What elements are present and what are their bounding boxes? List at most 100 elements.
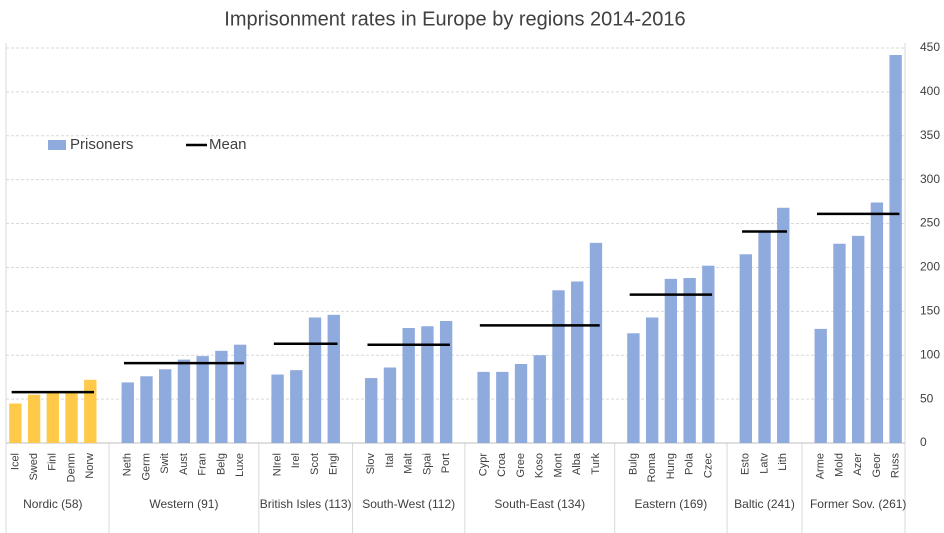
bar bbox=[571, 281, 584, 443]
group-label: South-East (134) bbox=[494, 497, 586, 511]
bar bbox=[833, 243, 846, 443]
x-tick-label: Geor bbox=[871, 453, 883, 478]
y-tick-label: 450 bbox=[920, 40, 940, 54]
bar bbox=[177, 359, 191, 443]
x-tick-label: Fran bbox=[197, 453, 209, 476]
bar bbox=[46, 392, 60, 443]
bar bbox=[365, 378, 378, 443]
bar bbox=[851, 235, 865, 443]
legend-label: Prisoners bbox=[70, 136, 133, 153]
group-label: South-West (112) bbox=[362, 497, 456, 511]
x-tick-label: Mold bbox=[833, 453, 845, 477]
x-tick-label: Mont bbox=[552, 453, 564, 477]
bar bbox=[402, 328, 415, 443]
bar bbox=[308, 317, 322, 443]
x-tick-label: Roma bbox=[646, 452, 658, 482]
x-tick-label: Bulg bbox=[627, 453, 639, 475]
bar bbox=[27, 394, 41, 443]
x-tick-label: Irel bbox=[290, 453, 302, 468]
bar bbox=[383, 367, 397, 443]
x-tick-label: Luxe bbox=[234, 453, 246, 477]
x-tick-label: Spai bbox=[421, 453, 433, 475]
group-label: Nordic (58) bbox=[23, 497, 83, 511]
x-tick-label: Azer bbox=[852, 453, 864, 476]
group-label: Former Sov. (261) bbox=[809, 497, 907, 511]
x-tick-label: Ital bbox=[384, 453, 396, 468]
x-tick-label: Malt bbox=[403, 453, 415, 474]
y-tick-label: 150 bbox=[920, 304, 940, 318]
bar bbox=[140, 376, 153, 443]
x-tick-label: Koso bbox=[534, 453, 546, 478]
x-tick-label: Alba bbox=[571, 452, 583, 475]
bar bbox=[552, 290, 565, 443]
bar bbox=[121, 382, 134, 443]
bar bbox=[814, 328, 827, 443]
x-tick-label: Icel bbox=[9, 453, 21, 470]
bar bbox=[777, 207, 790, 443]
y-tick-label: 300 bbox=[920, 172, 940, 186]
x-tick-label: Gree bbox=[515, 453, 527, 477]
x-tick-label: Engl bbox=[328, 453, 340, 475]
bar bbox=[739, 254, 752, 443]
x-tick-label: Finl bbox=[47, 453, 59, 471]
y-tick-label: 200 bbox=[920, 260, 940, 274]
bar bbox=[683, 277, 696, 443]
group-label: Baltic (241) bbox=[734, 497, 795, 511]
group-label: Eastern (169) bbox=[634, 497, 708, 511]
x-tick-label: Slov bbox=[365, 453, 377, 475]
bar bbox=[84, 379, 97, 443]
bar bbox=[439, 320, 453, 443]
x-tick-label: Lith bbox=[777, 453, 789, 471]
x-tick-label: Port bbox=[440, 453, 452, 473]
bar bbox=[664, 278, 678, 443]
bar bbox=[889, 55, 902, 444]
y-tick-label: 400 bbox=[920, 84, 940, 98]
group-label: British Isles (113) bbox=[259, 497, 352, 511]
bar bbox=[290, 370, 303, 443]
x-tick-label: Turk bbox=[590, 453, 602, 475]
bar bbox=[496, 371, 509, 443]
chart-title: Imprisonment rates in Europe by regions … bbox=[224, 8, 685, 30]
bar bbox=[233, 344, 247, 443]
x-tick-label: Scot bbox=[309, 453, 321, 475]
bar bbox=[533, 355, 546, 443]
bar bbox=[870, 202, 884, 443]
x-tick-label: Swit bbox=[159, 453, 171, 474]
x-tick-label: Latv bbox=[758, 453, 770, 474]
bar bbox=[589, 242, 603, 443]
x-tick-label: Hung bbox=[665, 453, 677, 479]
bar bbox=[159, 369, 172, 443]
x-tick-label: Swed bbox=[28, 453, 40, 481]
legend-swatch bbox=[48, 140, 66, 150]
bar bbox=[215, 350, 228, 443]
bar bbox=[421, 326, 434, 443]
y-tick-label: 100 bbox=[920, 347, 940, 361]
x-tick-label: NIrel bbox=[271, 453, 283, 476]
bar bbox=[271, 374, 284, 443]
x-tick-label: Aust bbox=[178, 453, 190, 475]
x-tick-label: Cypr bbox=[478, 453, 490, 477]
bar bbox=[477, 371, 490, 443]
x-tick-label: Belg bbox=[215, 453, 227, 475]
x-tick-label: Czec bbox=[702, 453, 714, 479]
bar bbox=[196, 356, 209, 443]
x-tick-label: Pola bbox=[684, 452, 696, 475]
x-tick-label: Croa bbox=[496, 452, 508, 477]
x-tick-label: Neth bbox=[122, 453, 134, 476]
bar bbox=[65, 391, 78, 443]
x-tick-label: Germ bbox=[140, 453, 152, 481]
bar bbox=[9, 403, 22, 443]
x-tick-label: Esto bbox=[740, 453, 752, 475]
y-tick-label: 350 bbox=[920, 128, 940, 142]
bar bbox=[645, 317, 659, 443]
x-tick-label: Norw bbox=[84, 453, 96, 479]
x-tick-label: Denm bbox=[65, 453, 77, 482]
y-tick-label: 50 bbox=[920, 391, 934, 405]
group-label: Western (91) bbox=[149, 497, 219, 511]
bar bbox=[327, 314, 340, 443]
bar bbox=[627, 333, 640, 443]
legend-label: Mean bbox=[209, 136, 247, 153]
bar bbox=[758, 232, 771, 443]
